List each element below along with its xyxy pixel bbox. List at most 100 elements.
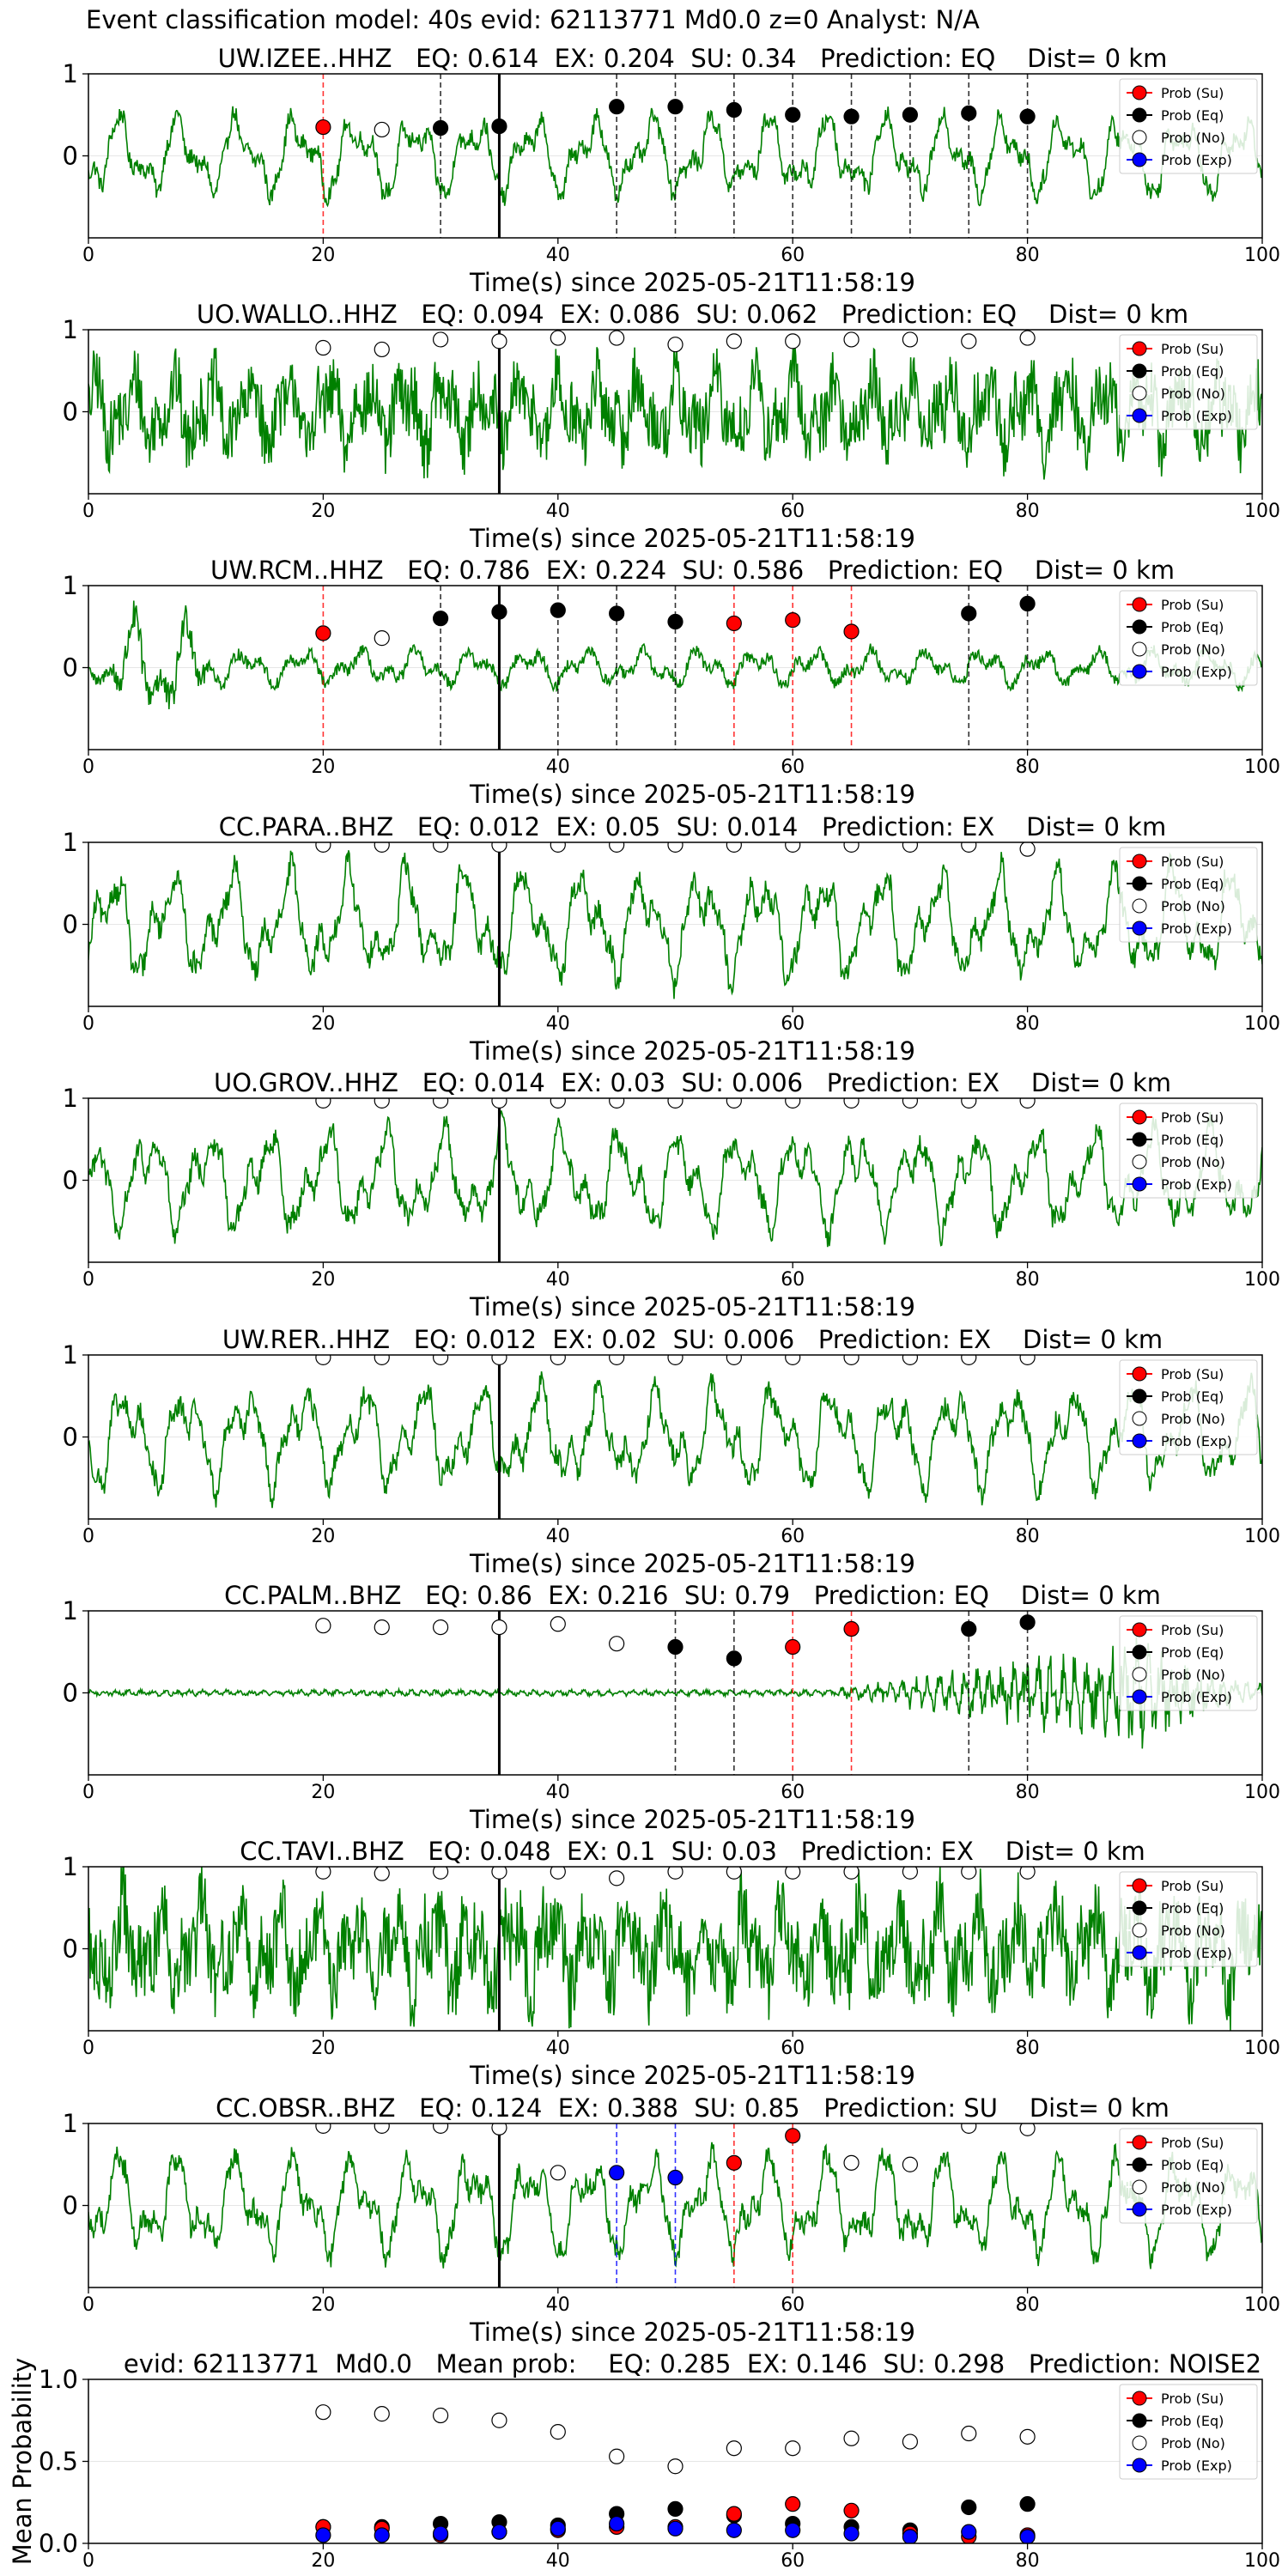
prob-point-no xyxy=(491,2123,507,2136)
legend-marker-eq xyxy=(1132,876,1147,891)
x-tick-label: 0 xyxy=(82,756,94,778)
x-tick-label: 100 xyxy=(1244,756,1280,778)
panel-3: 0 20 40 60 80 100 0 1 UW.RCM..HHZ EQ: 0.786 EX: … xyxy=(63,556,1280,809)
legend-marker-exp xyxy=(1132,408,1147,423)
legend-marker-exp xyxy=(1132,664,1147,679)
legend: Prob (Su) Prob (Eq) Prob (No) Prob (Exp) xyxy=(1119,590,1258,686)
legend-marker-eq xyxy=(1132,1900,1147,1916)
legend-entry-su: Prob (Su) xyxy=(1161,1622,1224,1638)
x-tick-label: 0 xyxy=(82,245,94,266)
panel-6: 0 20 40 60 80 100 0 1 UW.RER..HHZ EQ: 0.012 EX: … xyxy=(63,1325,1280,1578)
prob-point-no xyxy=(433,1867,449,1880)
prob-point-no xyxy=(902,1355,918,1365)
legend-frame xyxy=(1119,1615,1258,1711)
prob-point-eq xyxy=(843,108,860,125)
x-tick-label: 80 xyxy=(1016,1013,1040,1035)
x-axis-label: Time(s) since 2025-05-21T11:58:19 xyxy=(469,1292,915,1321)
mean-prob-point-eq xyxy=(1019,2496,1036,2512)
legend-marker-exp xyxy=(1132,2202,1147,2217)
x-tick-label: 0 xyxy=(82,1013,94,1035)
legend-entry-exp: Prob (Exp) xyxy=(1161,2202,1232,2218)
legend-marker-eq xyxy=(1132,1388,1147,1404)
prob-point-no xyxy=(1019,2123,1036,2136)
legend-marker-eq xyxy=(1132,1132,1147,1147)
panel-title: UW.IZEE..HHZ EQ: 0.614 EX: 0.204 SU: 0.3… xyxy=(218,44,1168,73)
x-tick-label: 0 xyxy=(82,2550,94,2572)
legend-marker-su xyxy=(1132,2391,1147,2406)
y-tick-label: 1 xyxy=(63,2109,78,2138)
mean-prob-point-no xyxy=(491,2412,507,2428)
prob-point-no xyxy=(315,2123,331,2134)
x-tick-label: 80 xyxy=(1016,501,1040,522)
y-tick-label: 0 xyxy=(63,653,78,683)
prob-point-eq xyxy=(961,605,977,622)
prob-point-no xyxy=(433,2123,449,2134)
mean-prob-point-exp xyxy=(961,2524,977,2540)
legend-marker-no xyxy=(1132,130,1147,145)
x-tick-label: 40 xyxy=(546,245,570,266)
prob-point-no xyxy=(726,842,742,853)
legend-entry-su: Prob (Su) xyxy=(1161,1878,1224,1894)
prob-point-no xyxy=(785,1355,801,1365)
legend: Prob (Su) Prob (Eq) Prob (No) Prob (Exp) xyxy=(1119,1359,1258,1455)
prob-point-no xyxy=(432,1619,449,1636)
legend-entry-eq: Prob (Eq) xyxy=(1161,1900,1224,1917)
prob-point-no xyxy=(550,2165,566,2181)
legend-entry-su: Prob (Su) xyxy=(1161,2135,1224,2151)
prob-point-eq xyxy=(609,99,625,115)
prob-point-no xyxy=(432,331,449,348)
y-tick-label: 1 xyxy=(63,571,78,600)
prob-point-no xyxy=(374,341,390,358)
prob-point-no xyxy=(315,1618,331,1634)
legend-entry-su: Prob (Su) xyxy=(1161,854,1224,870)
y-tick-label: 1 xyxy=(63,828,78,857)
panel-10: 0 20 40 60 80 100 0.0 0.5 1.0 evid: 62113771 Md0.… xyxy=(8,2349,1280,2572)
mean-prob-point-exp xyxy=(432,2525,449,2542)
x-tick-label: 60 xyxy=(781,2038,805,2059)
legend-frame xyxy=(1119,78,1258,174)
y-tick-label: 0 xyxy=(63,1679,78,1708)
prob-point-eq xyxy=(667,1638,683,1656)
x-tick-label: 40 xyxy=(546,501,570,522)
prob-point-no xyxy=(374,2123,390,2134)
prob-point-no xyxy=(961,1098,977,1109)
waveform-trace xyxy=(88,850,1262,999)
legend-marker-su xyxy=(1132,1622,1147,1637)
mean-prob-point-no xyxy=(785,2440,801,2457)
panel-title: UO.WALLO..HHZ EQ: 0.094 EX: 0.086 SU: 0.… xyxy=(197,300,1188,329)
prob-point-eq xyxy=(902,106,919,123)
x-tick-label: 20 xyxy=(311,1782,335,1803)
legend-marker-eq xyxy=(1132,619,1147,635)
legend-entry-exp: Prob (Exp) xyxy=(1161,1433,1232,1449)
x-tick-label: 40 xyxy=(546,2294,570,2316)
x-axis-label: Time(s) since 2025-05-21T11:58:19 xyxy=(469,1805,915,1834)
prob-point-eq xyxy=(667,99,683,115)
x-tick-label: 40 xyxy=(546,2038,570,2059)
legend-entry-eq: Prob (Eq) xyxy=(1161,2157,1224,2173)
x-tick-label: 20 xyxy=(311,756,335,778)
prob-point-su xyxy=(785,2128,801,2144)
panel-5: 0 20 40 60 80 100 0 1 UO.GROV..HHZ EQ: 0.014 EX:… xyxy=(63,1068,1280,1321)
x-tick-label: 100 xyxy=(1244,2550,1280,2572)
prob-point-no xyxy=(374,1867,390,1881)
mean-prob-point-no xyxy=(1019,2428,1036,2445)
prob-point-no xyxy=(609,1098,625,1109)
prob-point-no xyxy=(374,121,390,138)
x-tick-label: 80 xyxy=(1016,245,1040,266)
panel-9: 0 20 40 60 80 100 0 1 CC.OBSR..BHZ EQ: 0.124 EX:… xyxy=(63,2093,1280,2347)
x-tick-label: 20 xyxy=(311,1013,335,1035)
prob-point-no xyxy=(374,1098,390,1109)
legend-marker-eq xyxy=(1132,107,1147,123)
x-tick-label: 0 xyxy=(82,1782,94,1803)
prob-point-no xyxy=(726,333,742,349)
legend-marker-no xyxy=(1132,1154,1147,1170)
prob-point-no xyxy=(550,1098,566,1109)
legend: Prob (Su) Prob (Eq) Prob (No) Prob (Exp) xyxy=(1119,1103,1258,1199)
plot-content xyxy=(88,1867,1262,2031)
prob-point-su xyxy=(785,612,801,629)
mean-prob-point-no xyxy=(961,2425,977,2442)
legend-entry-exp: Prob (Exp) xyxy=(1161,2458,1232,2474)
x-tick-label: 80 xyxy=(1016,756,1040,778)
y-tick-label: 1.0 xyxy=(39,2365,78,2394)
